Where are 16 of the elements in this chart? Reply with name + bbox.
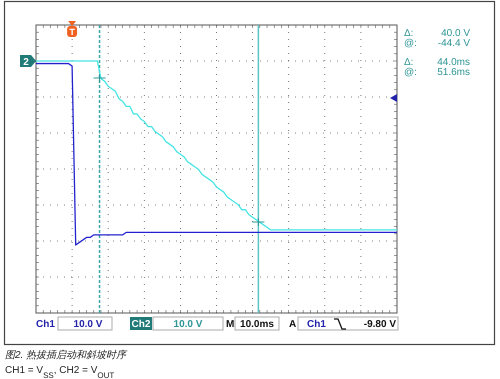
text: Ch1 [36, 319, 56, 330]
text: Ch1 [307, 319, 326, 330]
caption: 图2. 热拔插启动和斜坡时序 [5, 349, 128, 361]
text: Δ: 40.0 V [404, 28, 470, 39]
text: -9.80 V [364, 319, 396, 330]
text: Δ: 44.0ms [404, 57, 470, 68]
text: A [289, 319, 296, 330]
text: 2 [23, 57, 30, 68]
text: 10.0ms [240, 319, 274, 330]
text: 10.0 V [74, 319, 103, 330]
text: 10.0 V [174, 319, 203, 330]
text: Ch2 [132, 319, 151, 330]
text: M [226, 319, 234, 330]
text: @: 51.6ms [404, 67, 470, 78]
text: CH1 = V$_{SS}$, CH2 = V$_{OUT}$ [5, 365, 114, 379]
text: @: -44.4 V [404, 38, 470, 49]
